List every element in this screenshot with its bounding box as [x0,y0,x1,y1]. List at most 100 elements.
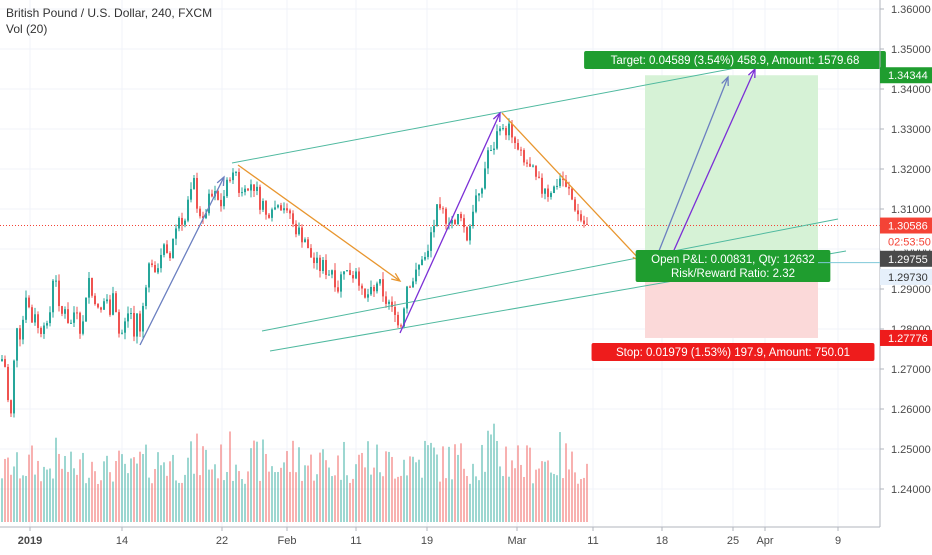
volume-bar [295,472,297,522]
volume-bar [385,451,387,522]
pnl-label-text: Open P&L: 0.00831, Qty: 12632 [651,254,815,266]
target-label-bg [584,51,886,69]
volume-bar [433,447,435,522]
volume-bar [502,476,504,522]
volume-bar [133,457,135,522]
candle-body [61,306,63,314]
volume-bar [577,483,579,522]
volume-bar [397,476,399,522]
volume-bar [556,475,558,522]
candle-body [226,179,228,197]
candle-body [73,312,75,323]
volume-bar [409,456,411,522]
price-tick-label: 1.31000 [891,204,931,216]
candle-body [352,275,354,279]
candle-body [328,274,330,276]
volume-bar [487,430,489,522]
candle-body [526,162,528,164]
volume-bar [145,444,147,522]
arrow-purple-line [399,112,501,334]
volume-bar [586,463,588,522]
volume-bar [178,482,180,522]
candle-body [382,279,384,297]
candle-body [493,148,495,151]
price-tick-label: 1.29000 [891,284,931,296]
volume-bar [334,475,336,522]
arrow-blue-head [216,175,225,187]
volume-bar [370,474,372,522]
volume-bar [457,454,459,522]
arrow-purple-line [661,68,756,278]
volume-bar [238,471,240,522]
volume-bar [328,467,330,522]
pnl-label-text: Risk/Reward Ratio: 2.32 [671,268,795,280]
candle-body [157,268,159,273]
candle-body [1,359,3,361]
time-axis[interactable]: 2019 14 22 Feb 11 19 Mar 11 18 25 Apr 9 [0,526,880,547]
time-tick-label: 22 [216,535,228,547]
candle-body [397,314,399,326]
price-axis[interactable]: 1.36000 1.35000 1.34000 1.33000 1.32000 1.310… [818,0,932,527]
candle-body [415,269,417,282]
candle-body [97,304,99,308]
candle-body [154,264,156,273]
candle-body [244,188,246,193]
volume-bar [583,477,585,522]
volume-bar [304,465,306,522]
price-tick-label: 1.27000 [891,364,931,376]
volume-bar [130,458,132,522]
volume-bar [16,452,18,522]
candle-body [511,123,513,138]
volume-bar [97,483,99,522]
candle-body [412,281,414,288]
volume-bar [499,466,501,522]
candle-body [172,238,174,259]
candle-body [508,123,510,136]
volume-bar [520,464,522,522]
candle-body [436,204,438,227]
candle-body [346,270,348,272]
volume-bar [514,468,516,522]
candle-body [370,286,372,295]
volume-bar [478,480,480,522]
candle-body [76,312,78,314]
volume-bar [469,483,471,522]
price-tick-label: 1.24000 [891,484,931,496]
volume-bar [226,471,228,522]
volume-bar [265,453,267,522]
candle-body [127,313,129,322]
time-tick-label: 18 [656,535,668,547]
volume-bar [379,472,381,522]
volume-bar [490,434,492,522]
volume-bar [376,444,378,522]
candle-body [283,208,285,211]
candle-body [28,297,30,308]
candle-body [454,219,456,225]
candle-body [142,305,144,332]
arrow-orange-line [237,164,401,282]
volume-bar [568,469,570,522]
volume-bar [88,477,90,522]
volume-bar [319,452,321,522]
candle-body [304,239,306,243]
volume-bar [208,469,210,522]
candle-body [211,193,213,197]
candle-body [112,293,114,315]
candles [1,118,588,418]
candle-body [349,270,351,276]
candle-body [529,163,531,167]
target-label: Target: 0.04589 (3.54%) 458.9, Amount: 1… [584,51,886,69]
candle-body [85,297,87,322]
volume-bar [574,472,576,522]
candle-body [130,313,132,315]
stop-label-text: Stop: 0.01979 (1.53%) 197.9, Amount: 750… [616,347,850,359]
candle-body [184,220,186,225]
time-tick-label: 19 [421,535,433,547]
volume-bar [10,474,12,522]
volume-bar [172,454,174,522]
candle-body [307,239,309,249]
candle-body [541,177,543,194]
candle-body [229,179,231,181]
